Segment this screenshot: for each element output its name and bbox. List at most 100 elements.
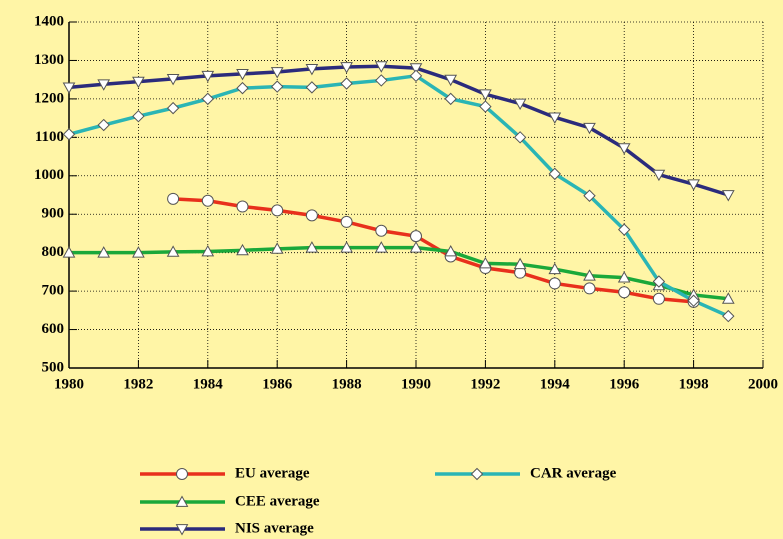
point — [479, 89, 492, 101]
point — [583, 189, 596, 202]
point — [513, 131, 527, 144]
point — [409, 63, 423, 75]
point — [652, 292, 665, 305]
point — [513, 98, 527, 111]
point — [409, 241, 423, 253]
y-tick-label: 1400 — [34, 13, 64, 29]
y-tick-label: 1200 — [34, 90, 64, 106]
point — [305, 241, 319, 253]
x-tick-label: 1994 — [540, 376, 571, 392]
point — [548, 112, 562, 124]
point — [236, 81, 249, 95]
y-tick-label: 700 — [42, 283, 65, 299]
x-tick-label: 1988 — [332, 376, 362, 392]
point — [652, 169, 666, 182]
point — [721, 292, 735, 304]
series-line — [68, 64, 729, 197]
point — [305, 64, 319, 76]
point — [548, 277, 561, 290]
point — [340, 241, 353, 253]
point — [270, 80, 284, 93]
x-tick-label: 1990 — [401, 376, 431, 392]
point — [374, 61, 388, 73]
point — [583, 282, 596, 295]
x-tick-label: 2000 — [748, 376, 778, 392]
point — [617, 223, 631, 236]
legend-label: CEE average — [235, 493, 320, 509]
point — [62, 246, 76, 258]
point — [97, 118, 110, 132]
point — [513, 257, 527, 270]
point — [687, 294, 700, 307]
x-tick-label: 1998 — [679, 376, 709, 392]
point — [62, 128, 76, 141]
point — [340, 77, 353, 90]
y-tick-label: 1000 — [34, 167, 64, 183]
y-tick-label: 1300 — [34, 52, 64, 68]
point — [617, 271, 631, 283]
point — [375, 224, 388, 237]
point — [305, 209, 318, 222]
x-tick-label: 1992 — [470, 376, 500, 392]
point — [167, 192, 180, 205]
y-tick-label: 900 — [42, 206, 65, 222]
point — [166, 245, 180, 257]
point — [479, 256, 492, 269]
legend-marker — [175, 524, 189, 536]
point — [617, 143, 631, 155]
point — [236, 69, 249, 81]
y-tick-label: 500 — [42, 359, 65, 375]
legend-label: EU average — [235, 465, 310, 481]
series-line — [173, 197, 694, 304]
point — [97, 79, 111, 91]
x-tick-label: 1996 — [609, 376, 640, 392]
point — [444, 92, 457, 106]
legend-label: NIS average — [235, 520, 314, 536]
y-tick-label: 1100 — [35, 129, 64, 145]
point — [305, 81, 319, 94]
point — [479, 100, 492, 113]
point — [548, 167, 562, 181]
point — [166, 73, 180, 86]
point — [375, 74, 388, 87]
point — [62, 82, 76, 94]
legend-label: CAR average — [530, 465, 617, 481]
legend-marker — [175, 495, 189, 507]
legend-marker — [470, 467, 484, 481]
y-tick-label: 600 — [42, 321, 65, 337]
x-tick-label: 1982 — [123, 376, 153, 392]
point — [236, 200, 249, 213]
x-tick-label: 1986 — [262, 376, 293, 392]
point — [340, 62, 353, 74]
point — [340, 215, 353, 228]
point — [236, 243, 249, 256]
y-tick-label: 800 — [42, 244, 65, 260]
point — [201, 92, 215, 106]
point — [201, 194, 214, 207]
point — [583, 122, 596, 135]
point — [444, 74, 458, 87]
point — [722, 309, 735, 323]
point — [201, 244, 215, 257]
point — [583, 269, 596, 281]
point — [374, 241, 388, 253]
point — [652, 275, 666, 288]
point — [132, 109, 145, 123]
point — [618, 286, 631, 299]
series-line — [69, 245, 729, 301]
point — [410, 230, 422, 243]
point — [271, 204, 284, 217]
point — [548, 262, 562, 275]
point — [201, 70, 215, 83]
x-tick-label: 1980 — [54, 376, 84, 392]
series-line — [68, 74, 730, 318]
point — [270, 67, 284, 79]
point — [166, 101, 180, 115]
point — [409, 69, 423, 83]
legend-marker — [176, 468, 188, 480]
point — [270, 242, 284, 254]
x-tick-label: 1984 — [193, 376, 224, 392]
point — [132, 246, 145, 258]
